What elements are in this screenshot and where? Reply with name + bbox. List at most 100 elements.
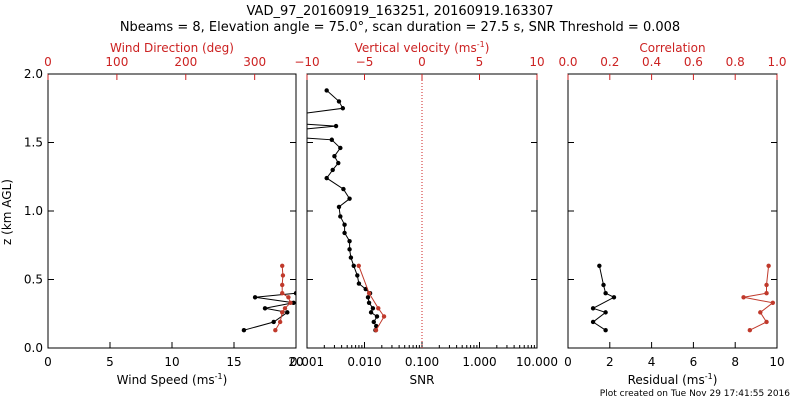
data-point-black <box>271 319 276 325</box>
data-point-black <box>611 295 617 300</box>
bottom-tick-label: 0 <box>44 355 52 369</box>
y-tick-label: 0.5 <box>24 273 43 287</box>
data-point-black <box>342 222 347 227</box>
bottom-tick-label: 6 <box>690 355 698 369</box>
y-tick-label: 2.0 <box>24 67 43 81</box>
top-tick-label: 10 <box>529 55 544 69</box>
bottom-tick-label: 0.100 <box>405 355 439 369</box>
top-tick-label: 300 <box>243 55 266 69</box>
bottom-tick-label: 0.010 <box>347 355 381 369</box>
data-point-black <box>291 300 296 305</box>
data-point-black <box>603 310 608 315</box>
series-group <box>590 263 776 333</box>
series-group <box>247 88 387 333</box>
snr-panel: 0.001 0.010 0.100 1.000 10.000 SNR −10 −5 0 5 10 Ve… <box>247 40 558 387</box>
data-point-black <box>371 319 376 325</box>
data-point-red <box>381 314 387 319</box>
data-point-black <box>340 106 346 111</box>
data-point-red <box>280 263 285 268</box>
data-point-black <box>347 238 352 244</box>
plot-frame <box>567 73 778 349</box>
data-point-black <box>338 145 343 151</box>
bottom-tick-label: 4 <box>648 355 656 369</box>
y-tick-label: 0.0 <box>24 341 43 355</box>
bottom-tick-label: 10 <box>164 355 179 369</box>
top-axis-label: Wind Direction (deg) <box>110 41 234 55</box>
figure-title-line2: Nbeams = 8, Elevation angle = 75.0°, sca… <box>120 20 680 35</box>
top-tick-label: 0.0 <box>558 55 577 69</box>
top-axis-label: Correlation <box>639 41 705 55</box>
top-tick-label: 0 <box>44 55 52 69</box>
data-point-black <box>347 247 352 252</box>
data-point-black <box>324 88 329 93</box>
bottom-tick-label: 2 <box>606 355 614 369</box>
data-point-black <box>355 273 360 278</box>
data-point-black <box>336 204 342 210</box>
bottom-tick-label: 5 <box>106 355 114 369</box>
series-line-black <box>307 90 378 331</box>
data-point-black <box>342 230 347 236</box>
top-tick-label: 0 <box>418 55 426 69</box>
data-point-red <box>280 282 285 288</box>
top-tick-label: 0.6 <box>684 55 703 69</box>
figure-title-line1: VAD_97_20160919_163251, 20160919.163307 <box>247 4 554 19</box>
data-point-black <box>330 167 335 173</box>
data-point-red <box>766 263 771 268</box>
data-point-black <box>603 291 608 296</box>
data-point-red <box>280 310 285 315</box>
plot-frame <box>306 73 538 349</box>
bottom-axis-label: Residual (ms-1) <box>628 372 718 387</box>
top-tick-label: 0.2 <box>600 55 619 69</box>
data-point-black <box>366 300 372 305</box>
data-point-black <box>590 319 596 325</box>
data-point-black <box>333 123 339 129</box>
data-point-black <box>247 132 251 136</box>
top-tick-label: 5 <box>476 55 484 69</box>
data-point-red <box>770 300 776 305</box>
data-point-black <box>293 291 296 296</box>
data-point-black <box>336 160 341 166</box>
data-point-black <box>370 306 376 311</box>
data-point-black <box>341 186 346 192</box>
data-point-black <box>329 137 335 142</box>
top-tick-label: 100 <box>105 55 128 69</box>
data-point-black <box>601 282 606 288</box>
plot-frame <box>47 73 297 349</box>
data-point-black <box>597 263 602 268</box>
data-point-red <box>741 295 746 300</box>
data-point-black <box>247 118 251 122</box>
bottom-tick-label: 8 <box>731 355 739 369</box>
data-point-black <box>347 196 352 201</box>
series-line-red <box>358 265 385 331</box>
data-point-red <box>288 300 293 305</box>
bottom-axis-label: SNR <box>410 373 435 387</box>
data-point-black <box>262 306 268 311</box>
data-point-red <box>356 263 361 268</box>
bottom-tick-label: 0 <box>564 355 572 369</box>
data-point-red <box>282 306 288 311</box>
bottom-tick-label: 10 <box>769 355 784 369</box>
data-point-black <box>252 295 258 300</box>
top-axis-label: Vertical velocity (ms-1) <box>355 40 490 55</box>
top-tick-label: 200 <box>174 55 197 69</box>
data-point-black <box>374 314 380 319</box>
data-point-red <box>366 291 372 296</box>
data-point-red <box>277 319 283 325</box>
data-point-black <box>365 295 371 300</box>
data-point-black <box>285 310 290 315</box>
data-point-black <box>332 154 337 159</box>
bottom-tick-label: 10.000 <box>516 355 558 369</box>
data-point-black <box>348 255 354 260</box>
data-point-black <box>338 214 343 219</box>
plot-created-footer: Plot created on Tue Nov 29 17:41:55 2016 <box>600 389 790 399</box>
residual-panel: 0 2 4 6 8 10 Residual (ms-1) 0.0 0.2 0.4 0.6 0.8 1.0… <box>558 41 786 387</box>
data-point-black <box>336 99 342 104</box>
data-point-red <box>273 327 278 333</box>
data-point-black <box>590 306 596 311</box>
data-point-black <box>241 327 247 333</box>
data-point-black <box>324 175 329 181</box>
top-tick-label: 1.0 <box>767 55 786 69</box>
bottom-axis-label: Wind Speed (ms-1) <box>117 372 228 387</box>
y-tick-label: 1.0 <box>24 204 43 218</box>
